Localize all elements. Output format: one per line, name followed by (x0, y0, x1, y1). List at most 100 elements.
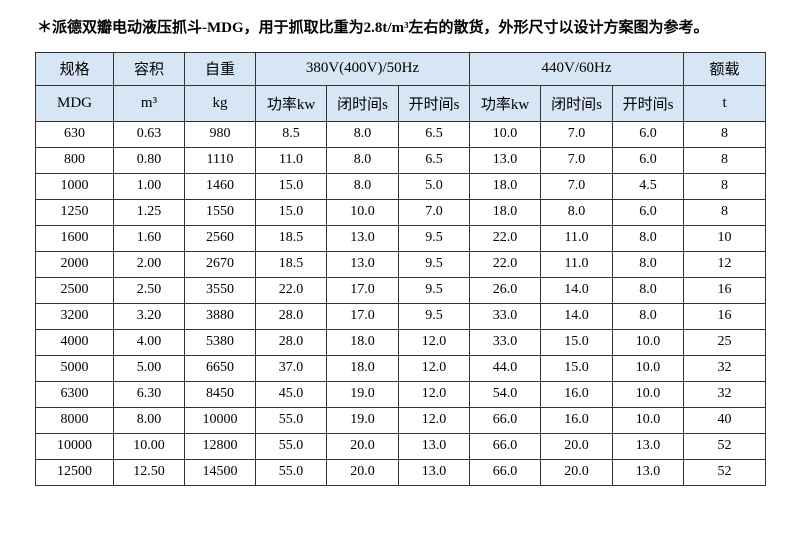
table-cell: 2500 (35, 276, 114, 304)
col-unit-close-380: 闭时间s (326, 84, 399, 122)
table-cell: 12.0 (398, 328, 470, 356)
table-cell: 8.00 (113, 406, 185, 434)
table-cell: 20.0 (540, 432, 613, 460)
table-cell: 12.0 (398, 354, 470, 382)
table-cell: 16 (683, 276, 767, 304)
table-row: 630 0.63 980 8.5 8.0 6.5 10.0 7.0 6.0 8 (35, 120, 767, 148)
table-cell: 6.5 (398, 146, 470, 174)
table-cell: 13.0 (398, 432, 470, 460)
col-unit-close-440: 闭时间s (540, 84, 613, 122)
table-cell: 0.80 (113, 146, 185, 174)
table-cell: 37.0 (255, 354, 327, 382)
table-row: 800 0.80 1110 11.0 8.0 6.5 13.0 7.0 6.0 8 (35, 146, 767, 174)
table-cell: 19.0 (326, 380, 399, 408)
col-header-group-440v: 440V/60Hz (468, 51, 685, 86)
table-cell: 12.50 (113, 458, 185, 486)
table-cell: 11.0 (540, 250, 613, 278)
table-cell: 5000 (35, 354, 114, 382)
table-cell: 9.5 (398, 302, 470, 330)
table-cell: 32 (683, 354, 767, 382)
table-cell: 19.0 (326, 406, 399, 434)
table-cell: 6.5 (398, 120, 470, 148)
table-row: 4000 4.00 5380 28.0 18.0 12.0 33.0 15.0 10.0 25 (35, 328, 767, 356)
table-cell: 55.0 (255, 458, 327, 486)
table-cell: 8450 (184, 380, 256, 408)
table-cell: 7.0 (540, 120, 613, 148)
table-cell: 54.0 (469, 380, 541, 408)
table-cell: 1.25 (113, 198, 185, 226)
table-cell: 8 (683, 146, 767, 174)
table-cell: 10.0 (611, 406, 685, 434)
table-cell: 0.63 (113, 120, 185, 148)
table-cell: 5380 (184, 328, 256, 356)
table-cell: 66.0 (469, 432, 541, 460)
table-cell: 8.0 (611, 224, 685, 252)
col-header-rated-load: 额载 (683, 51, 767, 86)
table-cell: 800 (35, 146, 114, 174)
table-cell: 13.0 (611, 432, 685, 460)
table-cell: 1460 (184, 172, 256, 200)
table-cell: 17.0 (326, 302, 399, 330)
col-header-group-380v: 380V(400V)/50Hz (255, 51, 470, 86)
table-cell: 16 (683, 302, 767, 330)
table-cell: 1600 (35, 224, 114, 252)
table-cell: 28.0 (255, 302, 327, 330)
table-row: 8000 8.00 10000 55.0 19.0 12.0 66.0 16.0 10.0 40 (35, 406, 767, 434)
table-cell: 9.5 (398, 250, 470, 278)
table-cell: 1110 (184, 146, 256, 174)
table-cell: 14500 (184, 458, 256, 486)
col-unit-load: t (683, 84, 767, 122)
table-cell: 9.5 (398, 224, 470, 252)
table-cell: 66.0 (469, 406, 541, 434)
table-cell: 52 (683, 432, 767, 460)
table-cell: 13.0 (326, 250, 399, 278)
table-cell: 10.0 (611, 328, 685, 356)
table-row: 2000 2.00 2670 18.5 13.0 9.5 22.0 11.0 8.0 12 (35, 250, 767, 278)
table-row: 10000 10.00 12800 55.0 20.0 13.0 66.0 20.0 13.0 5… (35, 432, 767, 460)
table-cell: 8.0 (326, 172, 399, 200)
table-row: 6300 6.30 8450 45.0 19.0 12.0 54.0 16.0 10.0 32 (35, 380, 767, 408)
table-cell: 16.0 (540, 380, 613, 408)
col-unit-power-440: 功率kw (469, 84, 541, 122)
table-cell: 18.0 (326, 328, 399, 356)
table-cell: 10.0 (611, 354, 685, 382)
table-cell: 3.20 (113, 302, 185, 330)
table-cell: 8.0 (611, 276, 685, 304)
table-cell: 7.0 (540, 172, 613, 200)
col-unit-open-440: 开时间s (611, 84, 685, 122)
page-note: ＊派德双瓣电动液压抓斗-MDG，用于抓取比重为2.8t/m³左右的散货，外形尺寸… (37, 20, 709, 36)
table-cell: 10.0 (611, 380, 685, 408)
table-row: 1250 1.25 1550 15.0 10.0 7.0 18.0 8.0 6.0 8 (35, 198, 767, 226)
table-cell: 12.0 (398, 380, 470, 408)
table-cell: 1550 (184, 198, 256, 226)
table-cell: 15.0 (255, 172, 327, 200)
table-cell: 6300 (35, 380, 114, 408)
table-cell: 55.0 (255, 432, 327, 460)
table-cell: 12500 (35, 458, 114, 486)
table-cell: 14.0 (540, 302, 613, 330)
table-cell: 22.0 (469, 224, 541, 252)
table-cell: 11.0 (540, 224, 613, 252)
table-cell: 10.00 (113, 432, 185, 460)
table-cell: 28.0 (255, 328, 327, 356)
table-cell: 6.0 (611, 198, 685, 226)
table-cell: 25 (683, 328, 767, 356)
table-row: 2500 2.50 3550 22.0 17.0 9.5 26.0 14.0 8.0 16 (35, 276, 767, 304)
table-cell: 20.0 (540, 458, 613, 486)
table-cell: 11.0 (255, 146, 327, 174)
table-cell: 17.0 (326, 276, 399, 304)
table-cell: 33.0 (469, 328, 541, 356)
table-cell: 45.0 (255, 380, 327, 408)
header-row-units: MDG m³ kg 功率kw 闭时间s 开时间s 功率kw 闭时间s 开时间s … (35, 84, 767, 122)
table-cell: 18.0 (326, 354, 399, 382)
table-cell: 1000 (35, 172, 114, 200)
table-cell: 1250 (35, 198, 114, 226)
col-header-capacity: 容积 (113, 51, 185, 86)
table-cell: 3200 (35, 302, 114, 330)
table-cell: 18.5 (255, 250, 327, 278)
table-cell: 2.00 (113, 250, 185, 278)
col-header-weight: 自重 (184, 51, 256, 86)
table-cell: 8.0 (611, 250, 685, 278)
table-cell: 13.0 (469, 146, 541, 174)
